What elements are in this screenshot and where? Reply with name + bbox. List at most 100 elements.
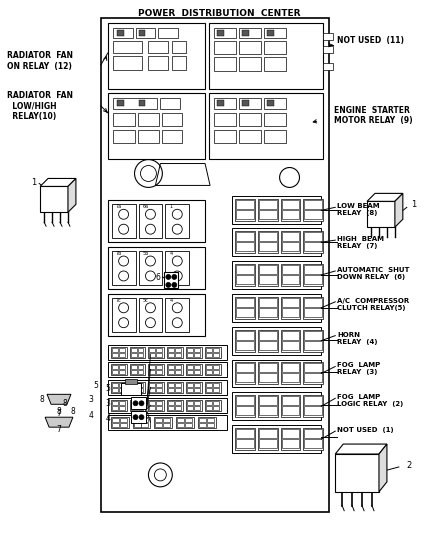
Bar xyxy=(235,395,255,417)
Text: 4: 4 xyxy=(89,411,94,420)
Text: 1: 1 xyxy=(31,179,36,188)
Bar xyxy=(259,242,277,251)
Bar xyxy=(232,327,321,354)
Bar xyxy=(258,330,278,352)
Bar xyxy=(258,264,278,286)
Bar xyxy=(148,56,168,70)
Bar xyxy=(236,275,254,284)
Bar xyxy=(156,370,162,375)
Bar xyxy=(258,297,278,319)
Bar xyxy=(194,352,200,357)
Bar xyxy=(194,383,200,387)
Text: 3: 3 xyxy=(89,395,94,405)
Bar xyxy=(163,418,170,422)
Bar xyxy=(304,374,322,382)
Text: ENGINE  STARTER
MOTOR RELAY  (9): ENGINE STARTER MOTOR RELAY (9) xyxy=(334,106,413,125)
Bar xyxy=(281,428,300,450)
Bar xyxy=(281,231,300,253)
Bar xyxy=(236,211,254,219)
Bar xyxy=(113,41,142,53)
Bar xyxy=(206,389,212,392)
Bar xyxy=(124,379,137,384)
Bar xyxy=(264,57,286,71)
Bar xyxy=(232,196,321,224)
Polygon shape xyxy=(335,444,387,454)
Bar xyxy=(149,406,155,410)
Bar xyxy=(138,352,144,357)
Bar xyxy=(108,381,227,395)
Bar xyxy=(267,100,274,106)
Bar xyxy=(259,330,277,340)
Bar xyxy=(235,199,255,221)
Bar xyxy=(160,98,180,109)
Bar xyxy=(206,406,212,410)
Bar xyxy=(131,352,137,357)
Text: 6: 6 xyxy=(155,273,160,282)
Bar xyxy=(133,417,150,428)
Bar xyxy=(323,33,333,40)
Bar xyxy=(156,366,162,369)
Bar xyxy=(111,346,127,358)
Polygon shape xyxy=(47,394,71,404)
Bar xyxy=(264,28,286,38)
Bar xyxy=(156,383,162,387)
Bar xyxy=(214,41,236,54)
Bar xyxy=(112,423,119,427)
Text: 5b: 5b xyxy=(142,251,149,256)
Bar xyxy=(112,383,118,387)
Bar xyxy=(282,211,300,219)
Bar xyxy=(138,100,145,106)
Text: 7: 7 xyxy=(56,409,61,418)
Bar xyxy=(207,418,214,422)
Text: RADIATOR  FAN
ON RELAY  (12): RADIATOR FAN ON RELAY (12) xyxy=(7,51,73,70)
Text: 7a: 7a xyxy=(116,204,122,209)
Bar xyxy=(281,264,300,286)
Bar xyxy=(130,400,145,411)
Bar xyxy=(304,308,322,317)
Bar xyxy=(282,232,300,241)
Bar xyxy=(101,18,329,512)
Bar xyxy=(232,392,321,420)
Bar xyxy=(205,382,221,393)
Bar xyxy=(232,228,321,256)
Text: 7: 7 xyxy=(56,425,61,434)
Bar xyxy=(138,401,144,405)
Bar xyxy=(258,395,278,417)
Bar xyxy=(175,406,181,410)
Bar xyxy=(213,383,219,387)
Bar xyxy=(117,30,124,36)
Bar xyxy=(138,370,144,375)
Bar xyxy=(217,30,224,36)
Bar xyxy=(138,366,144,369)
Bar xyxy=(186,346,202,358)
Bar xyxy=(138,383,144,387)
Text: 8: 8 xyxy=(71,407,76,416)
Bar xyxy=(304,264,323,286)
Bar xyxy=(214,130,236,143)
Bar xyxy=(149,348,155,352)
Text: 8: 8 xyxy=(56,407,61,416)
Circle shape xyxy=(139,415,144,419)
Bar xyxy=(207,423,214,427)
Bar xyxy=(239,28,261,38)
Bar xyxy=(149,370,155,375)
Bar xyxy=(282,330,300,340)
Bar xyxy=(213,401,219,405)
Bar xyxy=(213,366,219,369)
Bar xyxy=(138,348,144,352)
Bar xyxy=(235,297,255,319)
Text: HORN
RELAY  (4): HORN RELAY (4) xyxy=(337,332,378,345)
Bar xyxy=(282,429,300,438)
Bar xyxy=(186,382,202,393)
Bar xyxy=(213,406,219,410)
Bar xyxy=(304,395,323,417)
Bar xyxy=(282,265,300,274)
Bar xyxy=(162,113,182,126)
Bar xyxy=(304,330,322,340)
Bar xyxy=(232,425,321,453)
Bar xyxy=(177,418,184,422)
Polygon shape xyxy=(68,179,76,212)
Bar xyxy=(187,352,193,357)
Bar xyxy=(187,401,193,405)
Bar xyxy=(168,401,174,405)
